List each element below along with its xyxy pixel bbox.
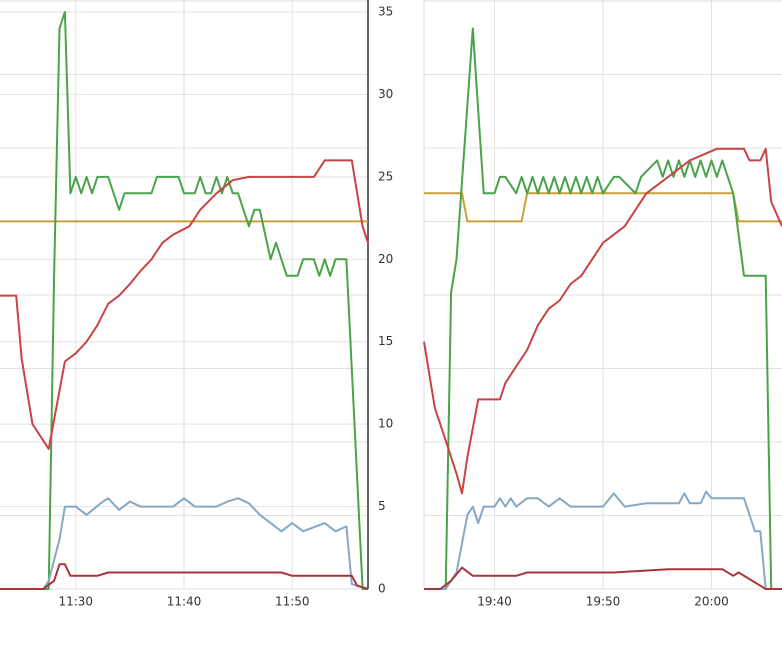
y-tick-label: 35: [378, 5, 393, 19]
series-line: [423, 147, 782, 495]
series-line: [424, 27, 782, 590]
x-tick-label: 19:40: [477, 595, 512, 609]
x-tick-label: 20:00: [694, 595, 729, 609]
y-tick-label: 20: [378, 252, 393, 266]
series-line: [0, 11, 368, 590]
series-line: [424, 192, 782, 223]
series-line: [0, 159, 369, 450]
y-tick-label: 15: [378, 334, 393, 348]
x-tick-label: 11:50: [275, 595, 310, 609]
y-tick-label: 30: [378, 87, 393, 101]
series-line: [424, 490, 782, 590]
y-tick-label: 5: [378, 499, 386, 513]
x-tick-label: 19:50: [586, 595, 621, 609]
series-line: [424, 566, 782, 590]
x-tick-label: 11:30: [58, 595, 93, 609]
series-line: [0, 497, 369, 590]
series-line: [0, 563, 369, 590]
y-tick-label: 10: [378, 417, 393, 431]
y-tick-label: 25: [378, 169, 393, 183]
y-tick-label: 0: [378, 582, 386, 596]
x-tick-label: 11:40: [167, 595, 202, 609]
